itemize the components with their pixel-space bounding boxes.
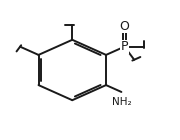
Text: O: O <box>120 20 129 33</box>
Text: NH₂: NH₂ <box>112 97 132 107</box>
Text: P: P <box>121 40 128 53</box>
